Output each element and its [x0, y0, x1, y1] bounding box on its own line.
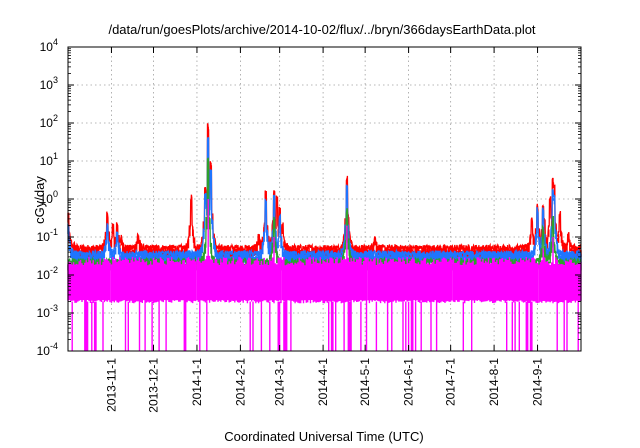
x-axis-label: Coordinated Universal Time (UTC): [224, 429, 423, 444]
x-tick-label: 2014-4-1: [316, 358, 330, 406]
x-tick-label: 2014-2-1: [233, 358, 247, 406]
y-axis-label: cGy/day: [32, 176, 47, 224]
series-3: [67, 199, 582, 351]
series-band: [67, 199, 582, 351]
chart-title: /data/run/goesPlots/archive/2014-10-02/f…: [108, 22, 535, 37]
y-tick-label: 101: [40, 151, 58, 168]
series-1: [67, 137, 582, 263]
y-tick-label: 102: [40, 113, 58, 130]
x-tick-label: 2014-6-1: [402, 358, 416, 406]
x-tick-label: 2013-12-1: [147, 358, 161, 413]
x-tick-label: 2013-11-1: [104, 358, 118, 412]
x-tick-label: 2014-3-1: [273, 358, 287, 406]
axis-ticks: 10-4 10-3 10-2 10-1 100 101 102 103 104 2013-11-1…: [37, 37, 581, 413]
y-tick-label: 10-4: [37, 341, 58, 358]
data-series: [67, 123, 582, 351]
x-tick-label: 2014-5-1: [358, 358, 372, 406]
y-tick-label: 10-1: [37, 227, 58, 244]
y-tick-label: 10-2: [37, 265, 58, 282]
series-fill: [67, 137, 582, 263]
series-line: [67, 137, 582, 261]
y-tick-label: 104: [40, 37, 58, 54]
y-tick-label: 10-3: [37, 303, 58, 320]
x-tick-label: 2014-1-1: [190, 358, 204, 406]
x-tick-label: 2014-9-1: [531, 358, 545, 406]
y-tick-label: 100: [40, 189, 58, 206]
series-line: [67, 123, 582, 255]
x-tick-label: 2014-8-1: [487, 358, 501, 406]
x-tick-label: 2014-7-1: [444, 358, 458, 406]
y-tick-label: 103: [40, 75, 58, 92]
